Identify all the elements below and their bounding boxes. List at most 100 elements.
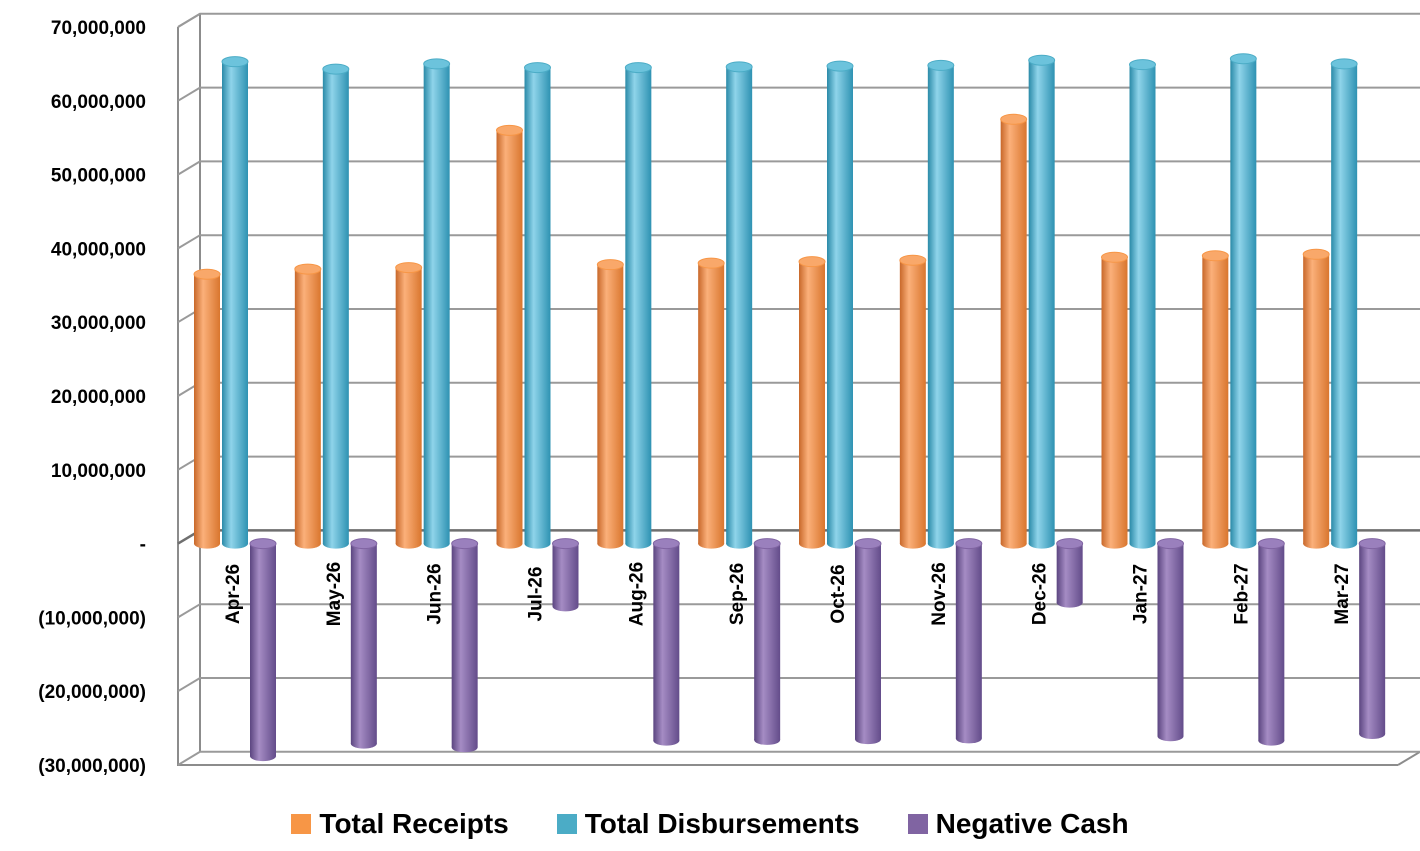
bar [1129, 59, 1156, 549]
bar-base [827, 538, 853, 549]
bar-base [1359, 729, 1386, 740]
bar-cap [1056, 538, 1084, 550]
legend-label: Total Receipts [319, 808, 509, 839]
bar-base [1129, 538, 1156, 549]
bar-base [855, 734, 881, 745]
bar-cap [1201, 250, 1229, 262]
bar-body [395, 267, 422, 544]
bar [927, 59, 955, 549]
bar-cap [753, 538, 781, 550]
bar-body [1056, 543, 1083, 603]
bar [1028, 54, 1056, 549]
bar [1157, 538, 1184, 742]
bar [496, 124, 523, 549]
bar-base [250, 751, 276, 762]
bar-base [1230, 538, 1257, 549]
bar [624, 62, 652, 549]
bar-body [222, 61, 248, 544]
grid-layer [177, 12, 1420, 766]
bar [294, 263, 322, 549]
bar-base [1331, 538, 1358, 549]
bar-cap [1157, 538, 1184, 550]
bar [1101, 251, 1128, 549]
bar [854, 538, 882, 745]
bar-cap [955, 538, 983, 550]
bar-base [350, 738, 377, 749]
bar-base [1157, 731, 1184, 742]
y-tick-label: - [140, 535, 146, 556]
bar-cap [423, 58, 451, 70]
bar-cap [725, 61, 753, 73]
bar [1056, 538, 1084, 608]
bar-cap [854, 538, 882, 550]
bar-cap [395, 262, 423, 274]
bar-base [1000, 538, 1027, 549]
bar-body [726, 66, 753, 544]
bar-base [625, 538, 652, 549]
bar [1302, 248, 1330, 549]
bar-base [194, 538, 220, 549]
bar [652, 538, 680, 746]
gridline [177, 603, 1420, 619]
bar-cap [322, 63, 350, 75]
legend-label: Negative Cash [935, 808, 1129, 839]
bar-body [1258, 543, 1285, 741]
bar-body [855, 543, 881, 740]
bar-body [1359, 543, 1386, 735]
bar-base [653, 735, 680, 746]
bar [322, 63, 350, 549]
bar [1000, 113, 1028, 549]
x-tick-label: May-26 [324, 562, 345, 626]
bar-body [1230, 58, 1257, 544]
bar-body [799, 261, 825, 544]
bar-body [423, 63, 450, 544]
x-tick-label: Jul-26 [526, 567, 547, 622]
y-tick-label: 10,000,000 [51, 461, 146, 482]
bar-base [294, 538, 321, 549]
y-axis-ticks: 70,000,000 60,000,000 50,000,000 40,000,000… [38, 18, 146, 777]
bars-layer [193, 53, 1386, 762]
bar-body [524, 67, 551, 544]
bar-body [1157, 543, 1184, 737]
bar-cap [624, 62, 652, 74]
bar-body [927, 65, 954, 544]
bar-body [698, 263, 725, 544]
legend-item-negative-cash: Negative Cash [907, 808, 1129, 840]
x-tick-label: Jun-26 [425, 563, 446, 624]
x-tick-label: Feb-27 [1231, 563, 1252, 624]
gridline [177, 12, 1420, 28]
bar-body [653, 543, 680, 741]
legend-swatch [291, 814, 312, 834]
bar-cap [826, 60, 854, 72]
bar-body [1331, 63, 1358, 544]
bar-base [451, 742, 478, 753]
bar-base [955, 733, 982, 744]
legend-item-total-disbursements: Total Disbursements [556, 808, 860, 840]
bar-body [194, 274, 220, 544]
y-tick-label: 50,000,000 [51, 166, 146, 187]
bar-base [1202, 538, 1229, 549]
gridline [177, 750, 1420, 766]
legend-item-total-receipts: Total Receipts [291, 808, 509, 840]
x-tick-label: Jan-27 [1131, 564, 1152, 624]
bar-base [799, 538, 825, 549]
y-tick-label: (30,000,000) [38, 756, 146, 777]
gridline [177, 86, 1420, 102]
bar-body [552, 543, 579, 607]
bar [1358, 538, 1386, 740]
bar [395, 262, 423, 549]
bar-body [625, 67, 652, 544]
bar-cap [1028, 54, 1056, 66]
bar-body [899, 260, 926, 544]
bar-body [597, 264, 624, 544]
bar-base [552, 601, 579, 612]
x-tick-label: Apr-26 [223, 564, 244, 624]
bar-cap [350, 538, 378, 550]
bar [798, 256, 826, 549]
bar-body [955, 543, 982, 739]
bar-cap [798, 256, 826, 268]
bar-base [1258, 735, 1285, 746]
bar [552, 538, 579, 612]
bar-cap [249, 538, 277, 550]
bar-body [1129, 64, 1156, 544]
